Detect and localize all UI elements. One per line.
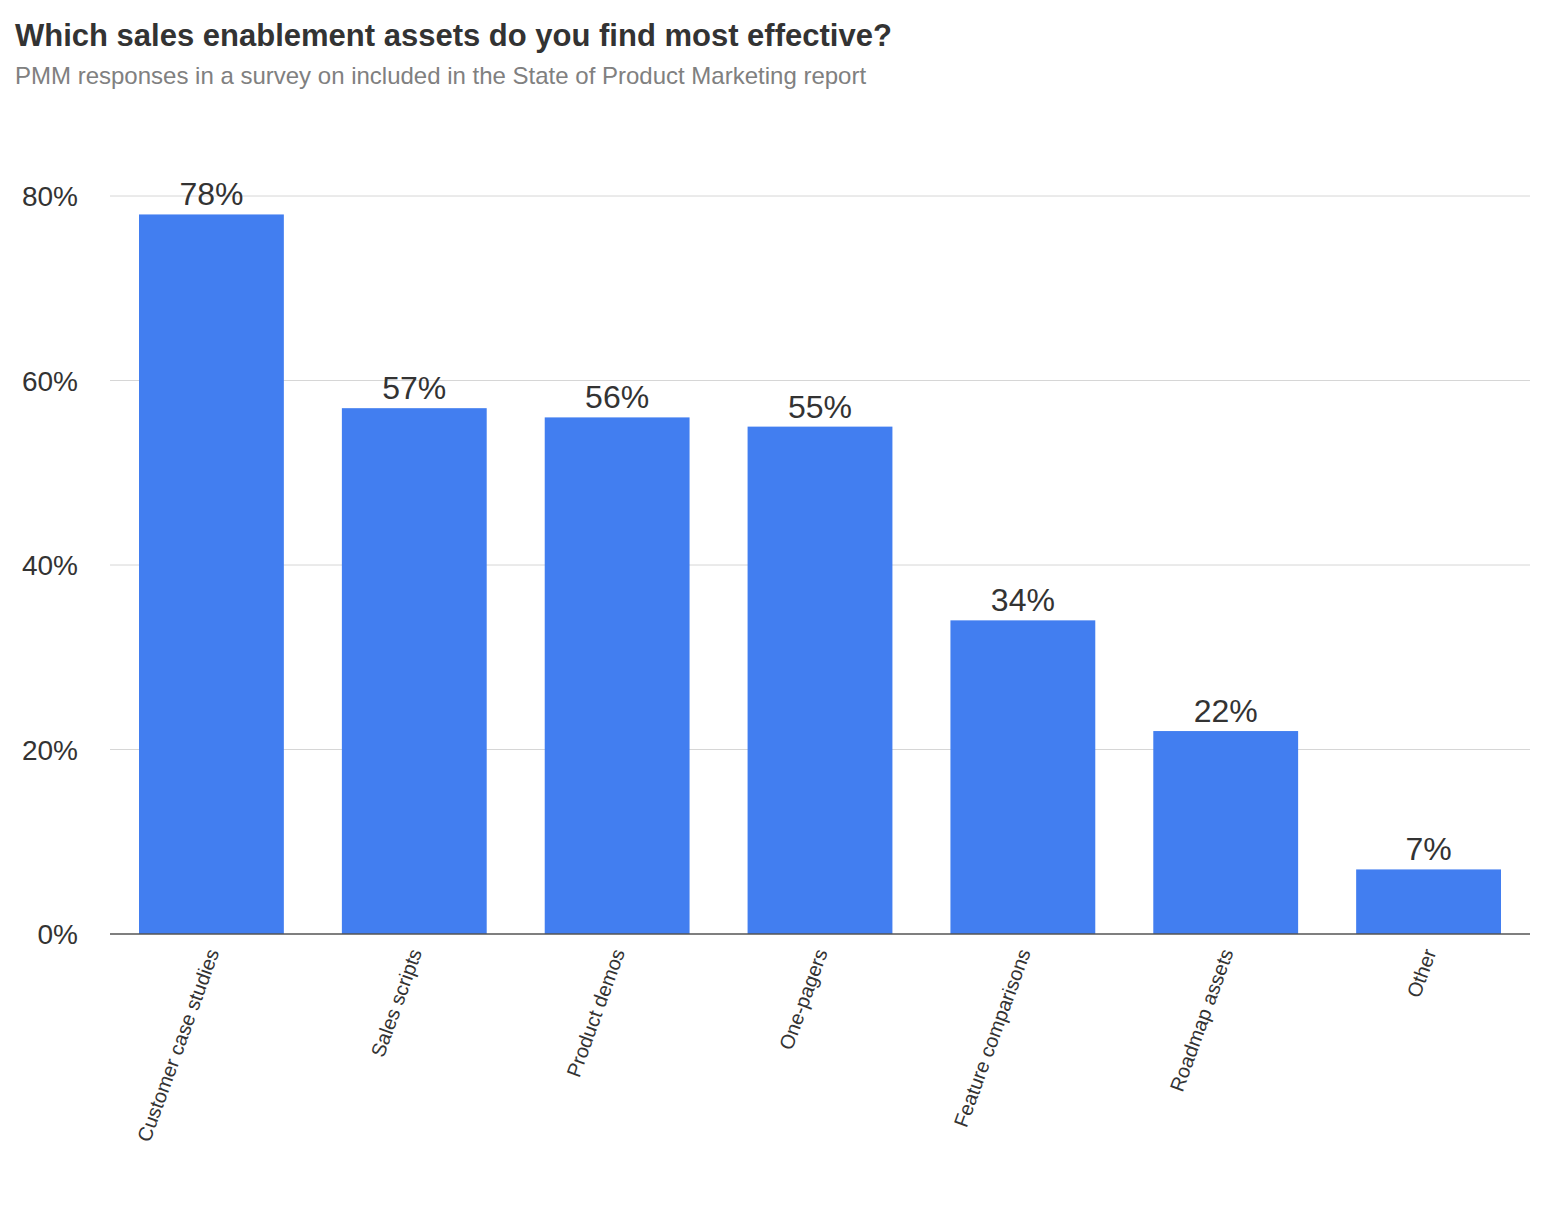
data-label: 78% [179, 176, 243, 212]
y-tick-label: 20% [22, 735, 78, 766]
bar [545, 417, 690, 934]
x-tick-label: Other [1403, 946, 1441, 1001]
bars [139, 214, 1501, 934]
grid-line [110, 380, 1530, 381]
subtitle: PMM responses in a survey on included in… [15, 62, 866, 89]
bar [748, 427, 893, 934]
x-tick-label: Product demos [562, 946, 629, 1080]
data-label: 55% [788, 389, 852, 425]
data-label: 56% [585, 379, 649, 415]
x-axis-line [110, 933, 1530, 935]
x-tick-label: Customer case studies [133, 946, 223, 1145]
data-label: 57% [382, 370, 446, 406]
bar [950, 620, 1095, 934]
y-tick-label: 80% [22, 181, 78, 212]
chart: Which sales enablement assets do you fin… [0, 0, 1544, 1212]
bar [1356, 869, 1501, 934]
bar [342, 408, 487, 934]
data-label: 22% [1194, 693, 1258, 729]
y-tick-label: 40% [22, 550, 78, 581]
data-label: 7% [1405, 831, 1451, 867]
y-tick-label: 60% [22, 366, 78, 397]
title: Which sales enablement assets do you fin… [15, 18, 892, 53]
x-tick-label: Sales scripts [367, 946, 426, 1060]
grid-line [110, 196, 1530, 197]
x-tick-label: Roadmap assets [1165, 946, 1237, 1095]
y-tick-label: 0% [38, 919, 78, 950]
x-tick-label: Feature comparisons [950, 946, 1035, 1130]
bar [1153, 731, 1298, 934]
data-label: 34% [991, 582, 1055, 618]
bar [139, 214, 284, 934]
x-tick-label: One-pagers [775, 946, 832, 1053]
